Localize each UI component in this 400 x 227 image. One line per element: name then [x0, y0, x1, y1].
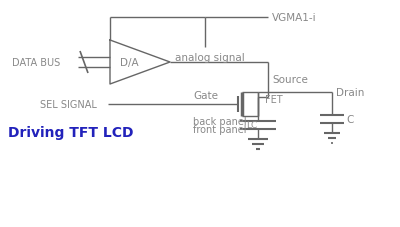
Text: Source: Source — [272, 75, 308, 85]
Text: SEL SIGNAL: SEL SIGNAL — [40, 100, 97, 109]
Text: DATA BUS: DATA BUS — [12, 58, 60, 68]
Text: front panel: front panel — [193, 124, 246, 134]
Text: analog signal: analog signal — [175, 53, 245, 63]
Text: VGMA1-i: VGMA1-i — [272, 13, 317, 23]
Text: FET: FET — [265, 95, 283, 105]
Text: Drain: Drain — [336, 88, 364, 98]
Text: LC: LC — [246, 121, 258, 130]
Text: C: C — [346, 114, 353, 124]
Text: Gate: Gate — [193, 91, 218, 101]
Text: Driving TFT LCD: Driving TFT LCD — [8, 126, 134, 139]
Text: back panel: back panel — [193, 116, 247, 126]
Text: D/A: D/A — [120, 58, 139, 68]
